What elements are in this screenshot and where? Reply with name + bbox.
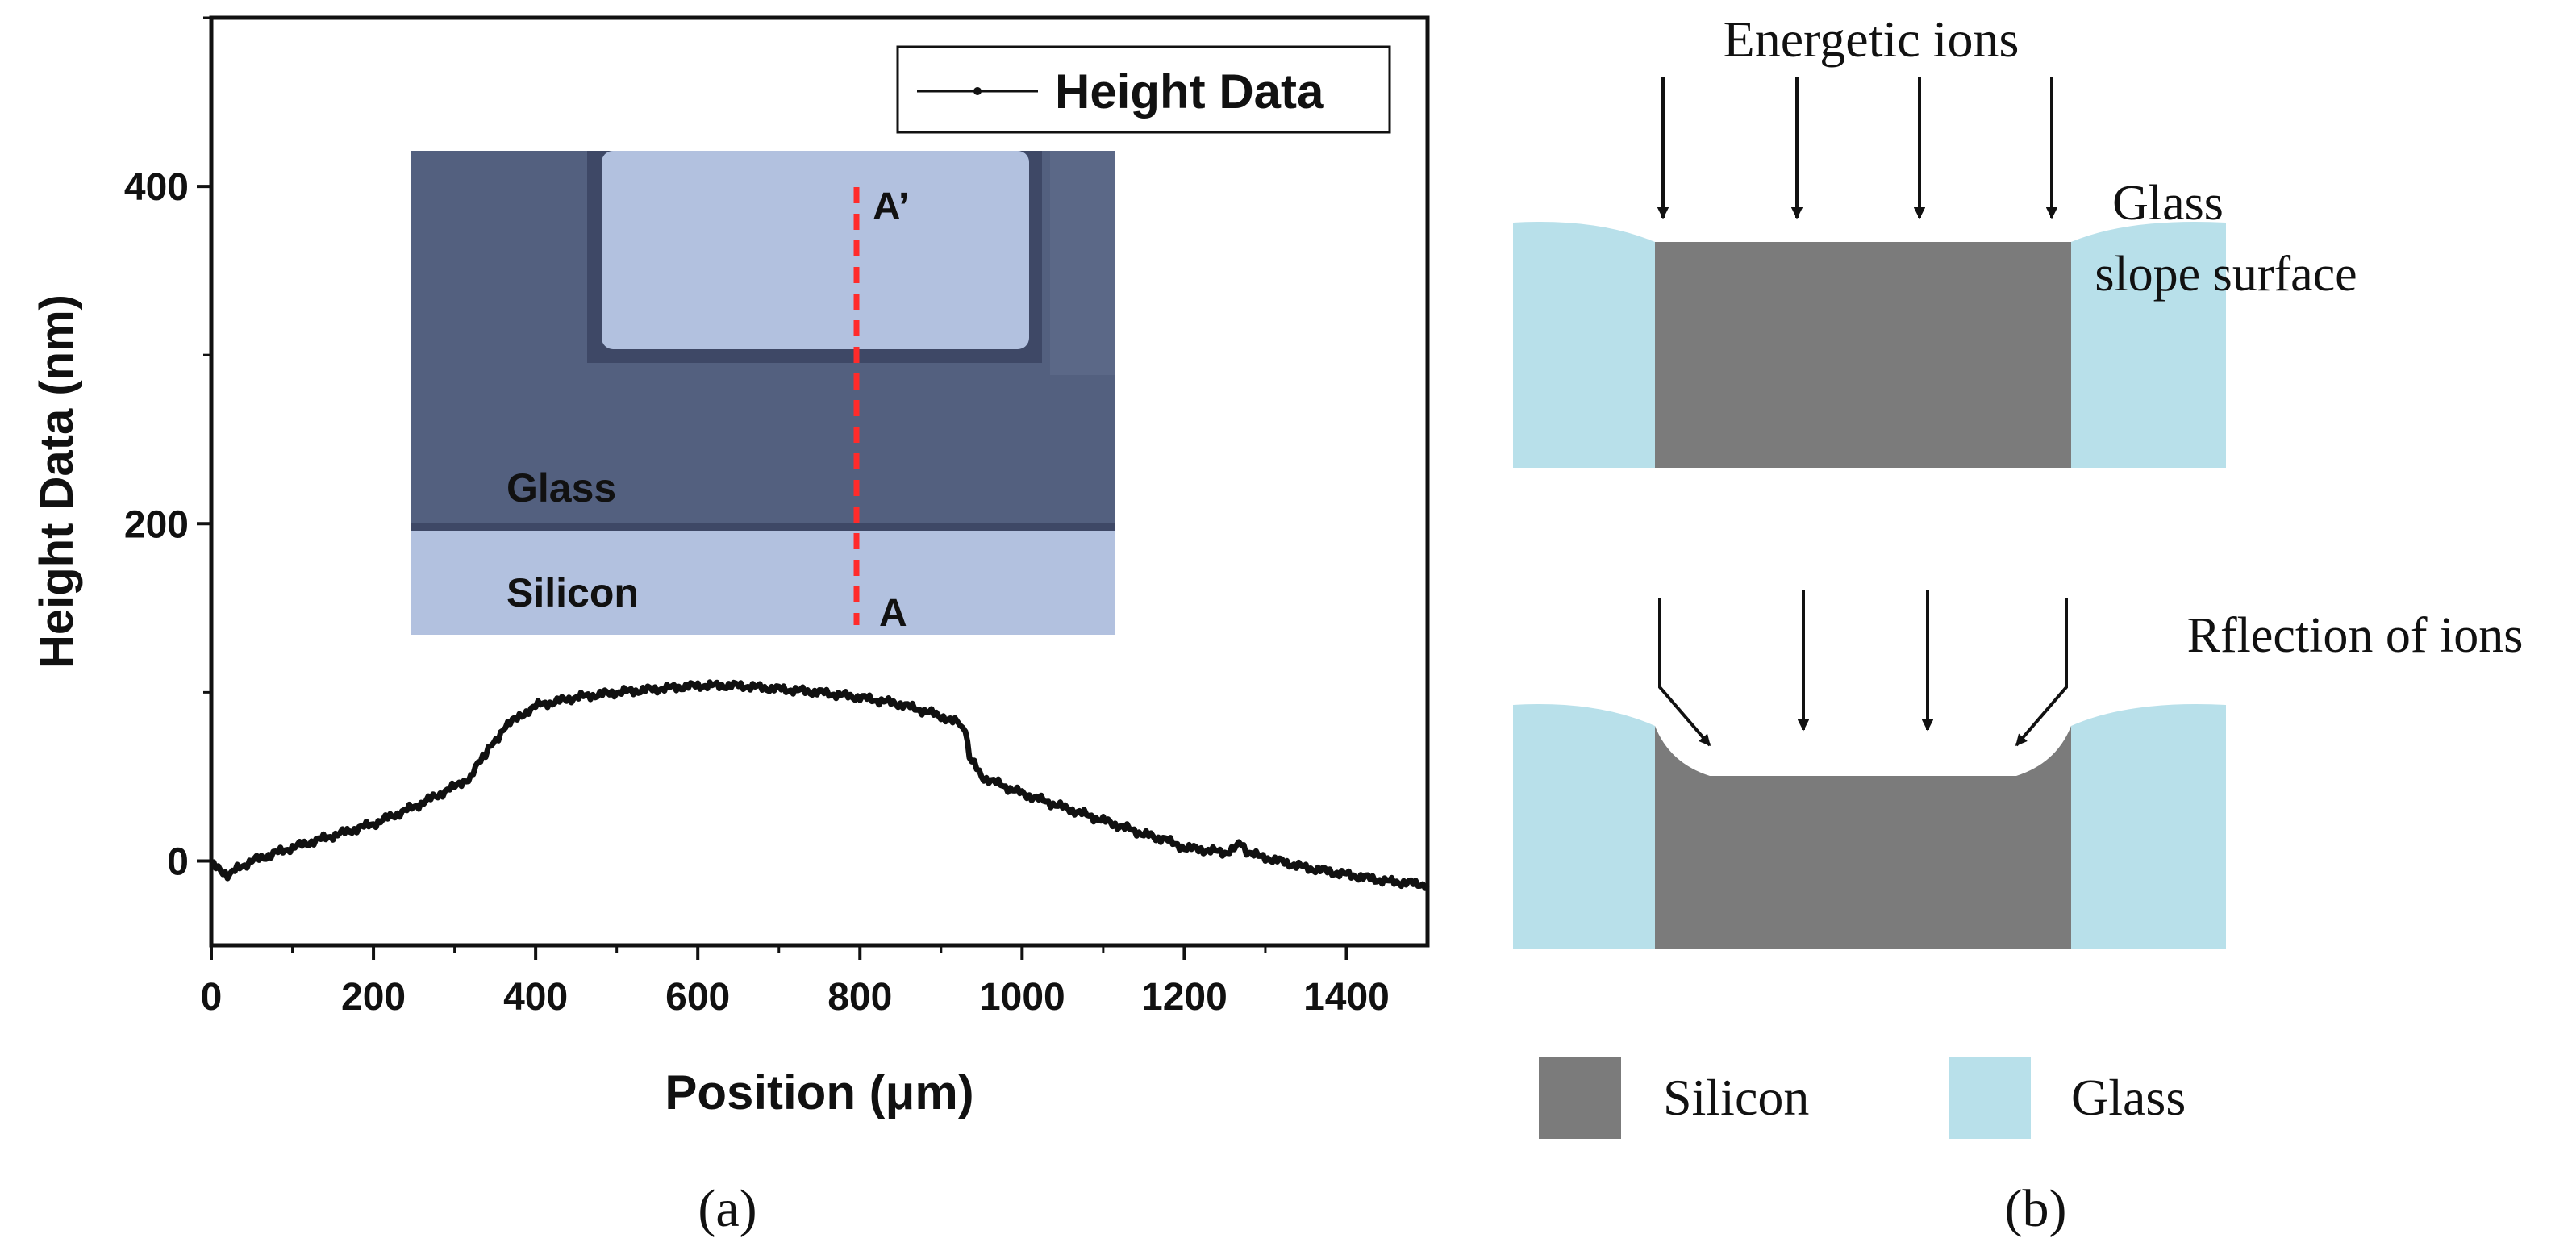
x-tick-label: 1000 [979,976,1065,1019]
y-tick-label: 200 [124,503,189,546]
x-tick-label: 1400 [1303,976,1390,1019]
plot-frame [209,15,1430,948]
y-tick-label: 0 [167,840,189,883]
schematic-legend: Silicon Glass [1539,1057,2186,1139]
reflected-ion-arrow-left [1658,598,1711,747]
label-slope-surface: slope surface [2095,247,2357,302]
x-tick-label: 1200 [1141,976,1228,1019]
bottom-block: Rflection of ions [1513,590,2523,949]
y-axis-label: Height Data (nm) [31,294,83,669]
x-tick-label: 200 [341,976,406,1019]
schematic-b: Energetic ions Glass slope surface Rflec… [1513,10,2523,1238]
y-axis-ticks: 0 200 400 [124,16,211,883]
panel-label-a: (a) [698,1179,757,1238]
x-tick-label: 600 [665,976,730,1019]
inset-edge-strip [1050,151,1115,375]
x-tick-label: 0 [201,976,223,1019]
y-tick-label: 400 [124,166,189,209]
bottom-silicon-etched [1655,726,2071,949]
legend-label-silicon: Silicon [1663,1069,1809,1126]
top-block: Glass slope surface [1513,77,2357,468]
inset-label-glass: Glass [506,465,616,511]
legend-point-swatch [973,87,982,95]
panel-label-b: (b) [2005,1179,2067,1238]
inset-silicon-band [411,531,1115,635]
legend-entry-height-data: Height Data [1055,65,1324,119]
inset-silicon-pad [602,151,1029,349]
inset-micrograph: A’ A Glass Silicon [411,151,1115,635]
inset-label-a-prime: A’ [873,186,909,228]
label-reflection-of-ions: Rflection of ions [2187,608,2524,663]
top-caption-energetic-ions: Energetic ions [1724,10,2020,68]
x-tick-label: 800 [827,976,892,1019]
top-glass-left [1513,222,1655,468]
legend-swatch-silicon [1539,1057,1621,1139]
legend: Height Data [896,45,1391,134]
legend-label-glass: Glass [2071,1069,2186,1126]
top-glass-right [2071,222,2226,468]
x-axis-label: Position (μm) [665,1065,973,1119]
inset-label-a: A [879,592,907,635]
bottom-glass-left [1513,704,1655,949]
legend-swatch-glass [1949,1057,2031,1139]
bottom-glass-right [2071,704,2226,949]
inset-label-silicon: Silicon [506,570,639,615]
series-height-data-line [210,679,1430,891]
x-tick-label: 400 [503,976,568,1019]
top-silicon [1655,242,2071,468]
label-glass: Glass [2112,176,2224,231]
x-axis-ticks: 0 200 400 600 800 1000 1200 1400 [201,945,1390,1019]
reflected-ion-arrow-right [2015,598,2068,747]
chart-a: 0 200 400 600 800 1000 1200 1400 0 200 400 Height… [31,15,1430,1238]
